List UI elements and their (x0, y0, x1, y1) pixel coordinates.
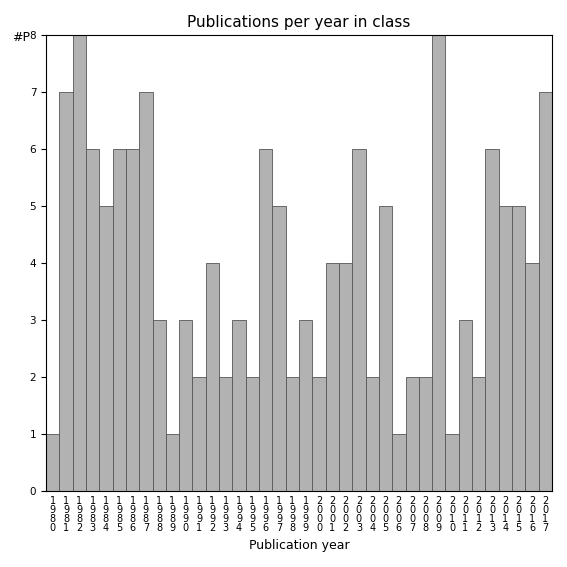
Bar (405, 377, 419, 491)
Bar (379, 206, 392, 491)
Bar (86, 149, 99, 491)
Bar (139, 92, 153, 491)
Bar (312, 377, 325, 491)
Title: Publications per year in class: Publications per year in class (187, 15, 411, 30)
Bar (485, 149, 499, 491)
Bar (419, 377, 432, 491)
Bar (352, 149, 366, 491)
Bar (432, 35, 446, 491)
Bar (166, 434, 179, 491)
Bar (153, 320, 166, 491)
Bar (499, 206, 512, 491)
Bar (113, 149, 126, 491)
Bar (459, 320, 472, 491)
Bar (512, 206, 526, 491)
Bar (366, 377, 379, 491)
Bar (73, 35, 86, 491)
Bar (60, 92, 73, 491)
Bar (46, 434, 60, 491)
Bar (232, 320, 246, 491)
Bar (339, 263, 352, 491)
Bar (325, 263, 339, 491)
Bar (526, 263, 539, 491)
Bar (179, 320, 192, 491)
Bar (246, 377, 259, 491)
Bar (392, 434, 405, 491)
Bar (219, 377, 232, 491)
Bar (299, 320, 312, 491)
Bar (539, 92, 552, 491)
X-axis label: Publication year: Publication year (249, 539, 349, 552)
Bar (192, 377, 206, 491)
Y-axis label: #P: #P (12, 31, 29, 44)
Bar (272, 206, 286, 491)
Bar (286, 377, 299, 491)
Bar (206, 263, 219, 491)
Bar (472, 377, 485, 491)
Bar (259, 149, 272, 491)
Bar (446, 434, 459, 491)
Bar (99, 206, 113, 491)
Bar (126, 149, 139, 491)
